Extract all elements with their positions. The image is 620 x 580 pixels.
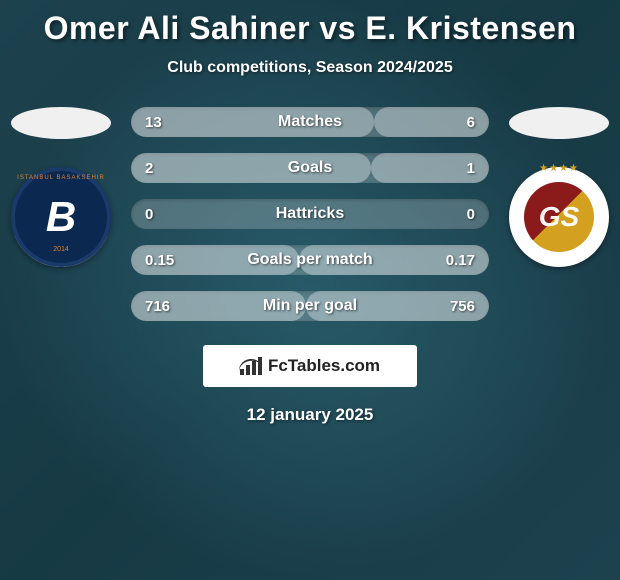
badge-arc-text: ISTANBUL BASAKSEHIR [17, 175, 105, 181]
stat-label: Matches [131, 113, 489, 131]
page-title: Omer Ali Sahiner vs E. Kristensen [0, 0, 620, 47]
stat-value-right: 756 [450, 298, 475, 315]
stat-row: 0Hattricks0 [131, 199, 489, 229]
stat-row: 716Min per goal756 [131, 291, 489, 321]
stat-label: Goals [131, 159, 489, 177]
subtitle: Club competitions, Season 2024/2025 [0, 59, 620, 77]
right-player-column: ★★★★ GS [504, 107, 614, 267]
badge-inner: GS [524, 182, 594, 252]
club-badge-right: ★★★★ GS [509, 167, 609, 267]
stat-row: 13Matches6 [131, 107, 489, 137]
badge-stars-icon: ★★★★ [539, 163, 579, 174]
badge-letter: B [46, 193, 76, 241]
chart-icon [240, 357, 262, 375]
date-label: 12 january 2025 [0, 405, 620, 425]
club-badge-left: ISTANBUL BASAKSEHIR B 2014 [11, 167, 111, 267]
comparison-area: ISTANBUL BASAKSEHIR B 2014 13Matches6 2Go… [0, 107, 620, 337]
stat-label: Hattricks [131, 205, 489, 223]
watermark[interactable]: FcTables.com [203, 345, 417, 387]
stat-value-right: 1 [467, 160, 475, 177]
stat-label: Goals per match [131, 251, 489, 269]
stats-column: 13Matches6 2Goals1 0Hattricks0 0.15Goals pe… [125, 107, 495, 337]
stat-value-right: 6 [467, 114, 475, 131]
stat-value-right: 0.17 [446, 252, 475, 269]
player-photo-left [11, 107, 111, 139]
player-photo-right [509, 107, 609, 139]
badge-year: 2014 [53, 246, 69, 253]
stat-row: 2Goals1 [131, 153, 489, 183]
stat-value-right: 0 [467, 206, 475, 223]
watermark-text: FcTables.com [268, 356, 380, 376]
stat-label: Min per goal [131, 297, 489, 315]
stat-row: 0.15Goals per match0.17 [131, 245, 489, 275]
badge-monogram: GS [539, 201, 579, 233]
left-player-column: ISTANBUL BASAKSEHIR B 2014 [6, 107, 116, 267]
